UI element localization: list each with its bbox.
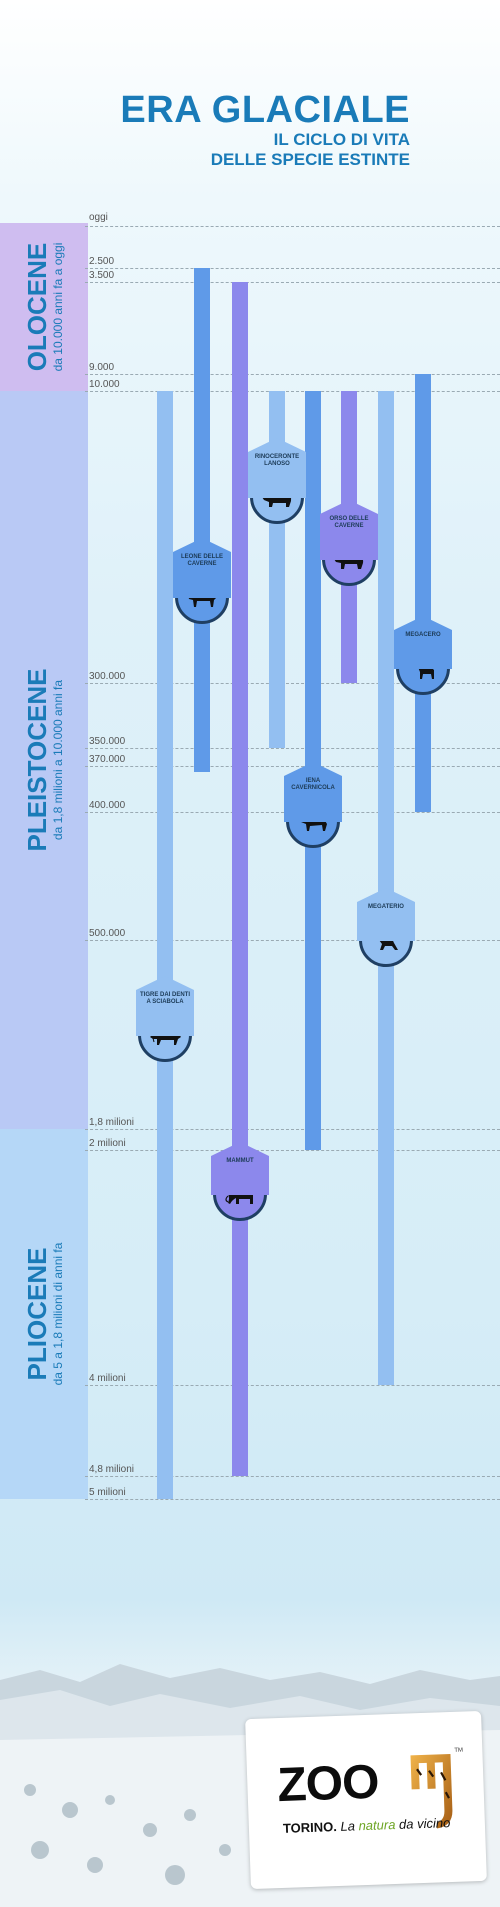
tick-line-3500	[85, 282, 500, 283]
logo-m-icon	[410, 1754, 453, 1829]
badge-megaterio: MEGATERIO	[356, 888, 416, 967]
badge-megacero-label: MEGACERO	[394, 616, 452, 669]
badge-iena-label: IENA CAVERNICOLA	[284, 762, 342, 822]
tick-line-4-8-milioni	[85, 1476, 500, 1477]
subtitle-line-1: IL CICLO DI VITA	[273, 130, 410, 149]
tick-label-350000: 350.000	[89, 736, 126, 747]
badge-mammut: MAMMUT	[210, 1142, 270, 1221]
era-olocene-sub: da 10.000 anni fa a oggi	[51, 242, 65, 372]
logo-trademark: TM	[454, 1747, 464, 1754]
bar-tigre	[157, 391, 173, 1499]
tick-label-400000: 400.000	[89, 800, 126, 811]
tick-label-2500: 2.500	[89, 256, 115, 267]
tick-label-370000: 370.000	[89, 754, 126, 765]
tick-line-350000	[85, 748, 500, 749]
bar-leone	[194, 268, 210, 772]
tick-line-370000	[85, 766, 500, 767]
tick-label-4-milioni: 4 milioni	[89, 1373, 126, 1384]
era-pleistocene-name: PLEISTOCENE	[22, 668, 52, 852]
badge-leone: LEONE DELLE CAVERNE	[172, 538, 232, 624]
logo-wordmark: ZOO	[276, 1755, 380, 1813]
badge-orso: ORSO DELLE CAVERNE	[319, 500, 379, 586]
tick-label-10000: 10.000	[89, 379, 120, 390]
logo-tag-natura: natura	[358, 1816, 396, 1834]
badge-rinoceronte-label: RINOCERONTE LANOSO	[248, 438, 306, 498]
badge-iena: IENA CAVERNICOLA	[283, 762, 343, 848]
tick-label-2-milioni: 2 milioni	[89, 1138, 126, 1149]
tick-label-1-8-milioni: 1,8 milioni	[89, 1117, 135, 1128]
subtitle-line-2: DELLE SPECIE ESTINTE	[210, 150, 410, 169]
tick-label-oggi: oggi	[89, 212, 108, 223]
logo-tagline: TORINO. La natura da vicino	[283, 1815, 451, 1836]
tick-label-5-milioni: 5 milioni	[89, 1487, 126, 1498]
zoom-logo-card: ZOO TM TORINO. La natura da vicino	[245, 1710, 487, 1890]
era-pleistocene-sub: da 1,8 milioni a 10.000 anni fa	[51, 679, 65, 841]
tick-line-300000	[85, 683, 500, 684]
badge-megacero: MEGACERO	[393, 616, 453, 695]
era-olocene-name: OLOCENE	[22, 242, 52, 372]
tick-line-1-8-milioni	[85, 1129, 500, 1130]
tick-line-oggi	[85, 226, 500, 227]
tick-line-2500	[85, 268, 500, 269]
tick-line-5-milioni	[85, 1499, 500, 1500]
era-pleistocene: PLEISTOCENE da 1,8 milioni a 10.000 anni…	[0, 391, 88, 1129]
logo-tag-la: La	[340, 1818, 356, 1834]
bar-mammut	[232, 282, 248, 1476]
tick-label-4-8-milioni: 4,8 milioni	[89, 1464, 135, 1475]
badge-rinoceronte: RINOCERONTE LANOSO	[247, 438, 307, 524]
tick-line-4-milioni	[85, 1385, 500, 1386]
badge-leone-label: LEONE DELLE CAVERNE	[173, 538, 231, 598]
era-pliocene: PLIOCENE da 5 a 1,8 milioni di anni fa	[0, 1129, 88, 1499]
badge-mammut-label: MAMMUT	[211, 1142, 269, 1195]
badge-orso-label: ORSO DELLE CAVERNE	[320, 500, 378, 560]
tick-line-500000	[85, 940, 500, 941]
tick-line-2-milioni	[85, 1150, 500, 1151]
era-pliocene-sub: da 5 a 1,8 milioni di anni fa	[51, 1242, 65, 1386]
tick-line-10000	[85, 391, 500, 392]
tick-label-3500: 3.500	[89, 270, 115, 281]
badge-megaterio-label: MEGATERIO	[357, 888, 415, 941]
badge-tigre-label: TIGRE DAI DENTI A SCIABOLA	[136, 976, 194, 1036]
logo-tag-rest: da vicino	[398, 1815, 451, 1832]
tick-label-9000: 9.000	[89, 362, 115, 373]
era-pliocene-name: PLIOCENE	[22, 1247, 52, 1381]
tick-label-300000: 300.000	[89, 671, 126, 682]
tick-label-500000: 500.000	[89, 928, 126, 939]
page-title: ERA GLACIALE	[120, 89, 410, 131]
bar-megacero	[415, 374, 431, 812]
badge-tigre: TIGRE DAI DENTI A SCIABOLA	[135, 976, 195, 1062]
logo-tag-city: TORINO.	[282, 1819, 338, 1836]
tick-line-9000	[85, 374, 500, 375]
era-olocene: OLOCENE da 10.000 anni fa a oggi	[0, 223, 88, 391]
header: ERA GLACIALE IL CICLO DI VITA DELLE SPEC…	[120, 90, 410, 170]
